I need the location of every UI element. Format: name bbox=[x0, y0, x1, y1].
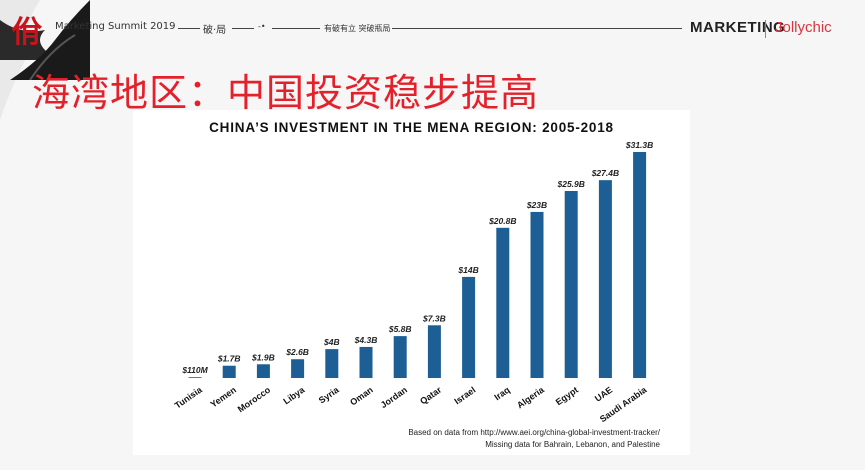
data-label-saudi-arabia: $31.3B bbox=[625, 140, 653, 150]
bar-syria bbox=[325, 349, 339, 378]
category-label-algeria: Algeria bbox=[515, 384, 547, 410]
data-label-iraq: $20.8B bbox=[488, 216, 516, 226]
divider-line bbox=[272, 28, 320, 29]
brush-stroke-decoration bbox=[0, 20, 60, 60]
data-label-uae: $27.4B bbox=[591, 168, 619, 178]
divider-line bbox=[178, 28, 200, 29]
tagline-2: 有破有立 突破瓶局 bbox=[324, 24, 391, 33]
data-label-syria: $4B bbox=[323, 337, 340, 347]
bar-algeria bbox=[530, 211, 544, 378]
data-label-qatar: $7.3B bbox=[422, 313, 446, 323]
category-label-qatar: Qatar bbox=[418, 384, 443, 406]
bar-tunisia bbox=[188, 377, 202, 378]
divider-line bbox=[232, 28, 254, 29]
vertical-divider bbox=[765, 20, 766, 38]
bar-jordan bbox=[393, 336, 407, 378]
data-label-libya: $2.6B bbox=[285, 347, 309, 357]
marketing-logo: MARKETING bbox=[690, 19, 786, 36]
category-label-israel: Israel bbox=[452, 385, 477, 407]
tagline-1: 破·局 bbox=[203, 25, 227, 36]
event-name: Marketing Summit 2019 bbox=[55, 21, 176, 32]
category-label-iraq: Iraq bbox=[492, 385, 511, 403]
category-label-libya: Libya bbox=[281, 384, 307, 406]
category-label-yemen: Yemen bbox=[209, 385, 239, 410]
data-label-algeria: $23B bbox=[526, 200, 547, 210]
bar-egypt bbox=[564, 190, 578, 378]
data-label-yemen: $1.7B bbox=[217, 354, 241, 364]
slide-title: 海湾地区：中国投资稳步提高 bbox=[32, 71, 540, 115]
brush-stroke-decoration bbox=[10, 0, 90, 80]
bar-israel bbox=[462, 276, 476, 378]
bar-oman bbox=[359, 346, 373, 378]
data-label-jordan: $5.8B bbox=[388, 324, 412, 334]
data-label-tunisia: $110M bbox=[181, 365, 208, 375]
chart-panel: CHINA’S INVESTMENT IN THE MENA REGION: 2… bbox=[133, 110, 690, 455]
data-label-morocco: $1.9B bbox=[251, 352, 275, 362]
category-label-egypt: Egypt bbox=[554, 385, 580, 408]
dot-separator: -• bbox=[258, 22, 266, 31]
category-label-jordan: Jordan bbox=[379, 385, 409, 410]
data-label-egypt: $25.9B bbox=[556, 179, 584, 189]
jollychic-logo: Jollychic bbox=[775, 19, 832, 36]
chart-title: CHINA’S INVESTMENT IN THE MENA REGION: 2… bbox=[209, 120, 614, 135]
category-label-morocco: Morocco bbox=[236, 384, 273, 414]
bar-chart: $110M Tunisia $1.7B Yemen $1.9B Morocco $2.6B L… bbox=[173, 140, 653, 424]
bar-saudi-arabia bbox=[633, 152, 647, 378]
calligraphy-logo: 佾 bbox=[12, 15, 42, 50]
bar-libya bbox=[291, 359, 305, 378]
category-label-tunisia: Tunisia bbox=[173, 384, 205, 410]
data-label-oman: $4.3B bbox=[354, 335, 378, 345]
footnote-source: Based on data from http://www.aei.org/ch… bbox=[408, 428, 660, 437]
bar-qatar bbox=[427, 325, 441, 378]
header-bar: 佾 Marketing Summit 2019 破·局 -• 有破有立 突破瓶局… bbox=[0, 12, 865, 50]
category-label-uae: UAE bbox=[593, 385, 614, 404]
bar-uae bbox=[598, 180, 612, 378]
bar-iraq bbox=[496, 227, 510, 378]
category-label-syria: Syria bbox=[317, 384, 342, 405]
bar-yemen bbox=[222, 365, 236, 378]
data-label-israel: $14B bbox=[457, 265, 478, 275]
bar-morocco bbox=[256, 364, 270, 378]
footnote-missing: Missing data for Bahrain, Lebanon, and P… bbox=[485, 440, 660, 449]
category-label-oman: Oman bbox=[348, 385, 375, 408]
divider-line bbox=[392, 28, 682, 29]
